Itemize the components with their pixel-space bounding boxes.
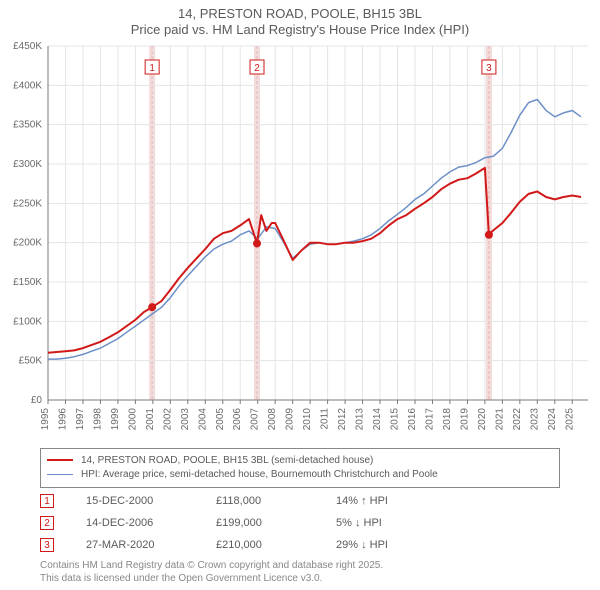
svg-text:2019: 2019 xyxy=(459,408,470,431)
svg-text:2020: 2020 xyxy=(477,408,488,431)
svg-text:£100K: £100K xyxy=(13,316,42,327)
svg-text:1996: 1996 xyxy=(57,408,68,431)
transaction-row: 3 27-MAR-2020 £210,000 29% ↓ HPI xyxy=(40,534,560,556)
transaction-badge: 1 xyxy=(40,494,54,508)
svg-text:2000: 2000 xyxy=(127,408,138,431)
svg-text:1997: 1997 xyxy=(75,408,86,431)
svg-text:2013: 2013 xyxy=(355,408,366,431)
transaction-table: 1 15-DEC-2000 £118,000 14% ↑ HPI 2 14-DE… xyxy=(40,490,560,556)
attribution-line2: This data is licensed under the Open Gov… xyxy=(40,573,383,586)
chart-title-line1: 14, PRESTON ROAD, POOLE, BH15 3BL xyxy=(0,6,600,21)
legend-item-price-paid: 14, PRESTON ROAD, POOLE, BH15 3BL (semi-… xyxy=(47,453,553,467)
svg-text:2016: 2016 xyxy=(407,408,418,431)
svg-text:3: 3 xyxy=(486,63,492,74)
legend-label: HPI: Average price, semi-detached house,… xyxy=(81,469,438,480)
transaction-date: 14-DEC-2006 xyxy=(86,517,216,529)
legend-item-hpi: HPI: Average price, semi-detached house,… xyxy=(47,467,553,481)
svg-text:2015: 2015 xyxy=(390,408,401,431)
svg-text:2023: 2023 xyxy=(529,408,540,431)
svg-text:2018: 2018 xyxy=(442,408,453,431)
svg-text:1: 1 xyxy=(149,63,155,74)
svg-text:2010: 2010 xyxy=(302,408,313,431)
chart-svg: £0 £50K £100K £150K £200K £250K £300K £350K £400… xyxy=(4,42,596,440)
chart-title-block: 14, PRESTON ROAD, POOLE, BH15 3BL Price … xyxy=(0,0,600,37)
svg-text:2: 2 xyxy=(254,63,260,74)
chart-legend: 14, PRESTON ROAD, POOLE, BH15 3BL (semi-… xyxy=(40,448,560,488)
svg-text:2001: 2001 xyxy=(145,408,156,431)
svg-text:2017: 2017 xyxy=(424,408,435,431)
legend-label: 14, PRESTON ROAD, POOLE, BH15 3BL (semi-… xyxy=(81,455,373,466)
transaction-row: 2 14-DEC-2006 £199,000 5% ↓ HPI xyxy=(40,512,560,534)
svg-text:2008: 2008 xyxy=(267,408,278,431)
svg-text:2009: 2009 xyxy=(285,408,296,431)
transaction-row: 1 15-DEC-2000 £118,000 14% ↑ HPI xyxy=(40,490,560,512)
transaction-delta: 5% ↓ HPI xyxy=(336,517,560,529)
legend-swatch xyxy=(47,474,73,475)
price-vs-hpi-chart: £0 £50K £100K £150K £200K £250K £300K £350K £400… xyxy=(4,42,596,440)
svg-text:1999: 1999 xyxy=(110,408,121,431)
svg-text:£300K: £300K xyxy=(13,159,42,170)
svg-text:£150K: £150K xyxy=(13,277,42,288)
svg-text:2025: 2025 xyxy=(564,408,575,431)
svg-text:1995: 1995 xyxy=(40,408,51,431)
attribution-line1: Contains HM Land Registry data © Crown c… xyxy=(40,560,383,573)
svg-text:2006: 2006 xyxy=(232,408,243,431)
svg-text:2011: 2011 xyxy=(320,408,331,430)
svg-text:£400K: £400K xyxy=(13,80,42,91)
chart-title-line2: Price paid vs. HM Land Registry's House … xyxy=(0,22,600,37)
svg-text:2012: 2012 xyxy=(337,408,348,431)
svg-text:£350K: £350K xyxy=(13,120,42,131)
transaction-badge: 3 xyxy=(40,538,54,552)
transaction-date: 15-DEC-2000 xyxy=(86,495,216,507)
transaction-badge: 2 xyxy=(40,516,54,530)
attribution-text: Contains HM Land Registry data © Crown c… xyxy=(40,560,383,585)
transaction-date: 27-MAR-2020 xyxy=(86,539,216,551)
svg-text:2003: 2003 xyxy=(180,408,191,431)
transaction-price: £199,000 xyxy=(216,517,336,529)
svg-text:2007: 2007 xyxy=(250,408,261,431)
svg-text:2022: 2022 xyxy=(512,408,523,431)
svg-text:1998: 1998 xyxy=(92,408,103,431)
svg-text:2014: 2014 xyxy=(372,408,383,431)
svg-text:2002: 2002 xyxy=(162,408,173,431)
transaction-delta: 14% ↑ HPI xyxy=(336,495,560,507)
legend-swatch xyxy=(47,459,73,461)
svg-text:£200K: £200K xyxy=(13,238,42,249)
svg-text:£0: £0 xyxy=(31,395,43,406)
svg-text:£50K: £50K xyxy=(19,356,43,367)
svg-text:2024: 2024 xyxy=(547,408,558,431)
transaction-price: £118,000 xyxy=(216,495,336,507)
svg-text:2004: 2004 xyxy=(197,408,208,431)
transaction-price: £210,000 xyxy=(216,539,336,551)
svg-text:£250K: £250K xyxy=(13,198,42,209)
svg-text:£450K: £450K xyxy=(13,42,42,52)
svg-text:2005: 2005 xyxy=(215,408,226,431)
svg-text:2021: 2021 xyxy=(494,408,505,431)
transaction-delta: 29% ↓ HPI xyxy=(336,539,560,551)
